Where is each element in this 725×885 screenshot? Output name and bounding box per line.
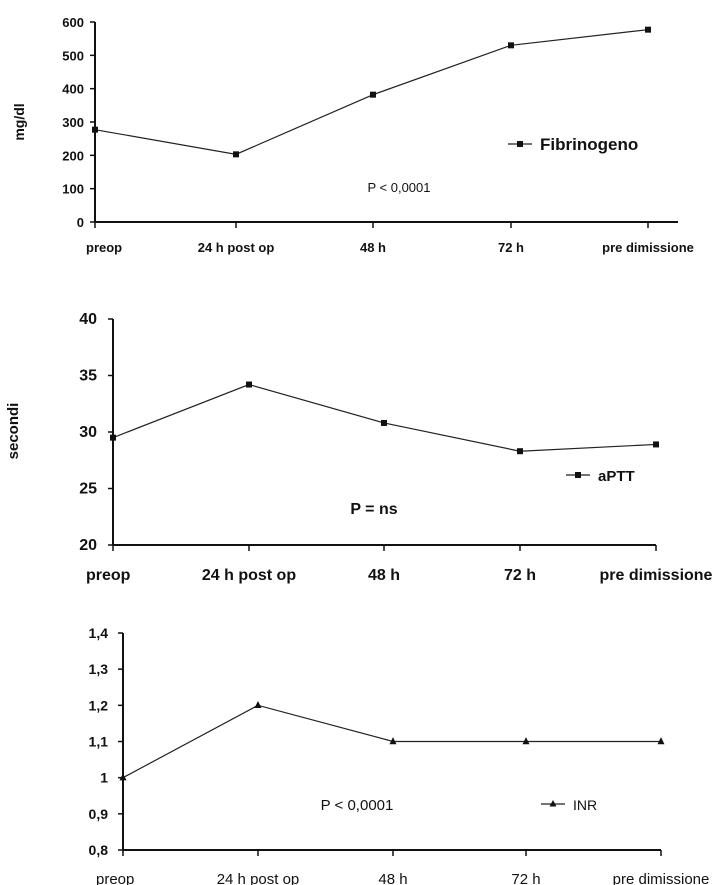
data-point bbox=[119, 773, 127, 781]
x-tick-label: 72 h bbox=[504, 567, 536, 584]
y-tick-label: 1,4 bbox=[89, 625, 109, 641]
data-point bbox=[254, 700, 262, 709]
y-tick-label: 0,8 bbox=[89, 842, 109, 858]
y-tick-label: 40 bbox=[79, 311, 97, 328]
y-tick-label: 100 bbox=[62, 182, 84, 197]
y-tick-label: 600 bbox=[62, 15, 84, 30]
p-value-annotation: P = ns bbox=[350, 501, 397, 518]
x-tick-label: 72 h bbox=[511, 871, 540, 885]
data-point bbox=[381, 419, 387, 426]
data-point bbox=[370, 91, 376, 98]
y-tick-label: 25 bbox=[79, 481, 97, 498]
chart-aptt: 20 25 30 35 40 preop 24 h post op 48 h 72 h pre d… bbox=[5, 311, 713, 584]
y-tick-label: 500 bbox=[62, 48, 84, 63]
legend-marker bbox=[549, 800, 557, 807]
data-point bbox=[246, 381, 252, 388]
data-point bbox=[653, 441, 659, 448]
y-tick-label: 300 bbox=[62, 115, 84, 130]
y-tick-label: 400 bbox=[62, 82, 84, 97]
legend-marker bbox=[517, 141, 523, 147]
chart-inr: 0,8 0,9 1 1,1 1,2 1,3 1,4 preop 24 h post op 48 h… bbox=[89, 625, 710, 885]
y-tick-label: 0 bbox=[77, 215, 84, 230]
series-line bbox=[112, 383, 657, 452]
x-tick-label: pre dimissione bbox=[602, 240, 694, 255]
data-point bbox=[92, 126, 98, 133]
chart-fibrinogeno: 0 100 200 300 400 500 600 preop 24 h post op 48 h… bbox=[11, 15, 694, 255]
y-tick-label: 1,1 bbox=[89, 734, 109, 750]
legend-marker bbox=[575, 472, 581, 478]
x-tick-label: 24 h post op bbox=[202, 567, 296, 584]
p-value-annotation: P < 0,0001 bbox=[367, 180, 430, 195]
data-point bbox=[389, 737, 397, 745]
x-tick-label: 72 h bbox=[498, 240, 524, 255]
legend-label: INR bbox=[573, 797, 597, 813]
data-point bbox=[508, 42, 514, 49]
data-point bbox=[522, 737, 530, 745]
y-tick-label: 1,2 bbox=[89, 697, 109, 713]
x-tick-label: 48 h bbox=[360, 240, 386, 255]
p-value-annotation: P < 0,0001 bbox=[321, 797, 394, 814]
x-tick-label: preop bbox=[86, 240, 122, 255]
y-tick-label: 30 bbox=[79, 424, 97, 441]
y-tick-label: 200 bbox=[62, 148, 84, 163]
y-tick-label: 1,3 bbox=[89, 661, 109, 677]
data-point bbox=[110, 434, 116, 441]
x-tick-label: pre dimissione bbox=[613, 871, 710, 885]
x-tick-label: 48 h bbox=[378, 871, 407, 885]
legend-label: Fibrinogeno bbox=[540, 135, 638, 154]
y-tick-label: 20 bbox=[79, 537, 97, 554]
y-tick-label: 35 bbox=[79, 368, 97, 385]
data-point bbox=[233, 151, 239, 158]
legend-label: aPTT bbox=[598, 468, 635, 485]
data-point bbox=[645, 26, 651, 33]
x-tick-label: preop bbox=[86, 567, 131, 584]
y-tick-label: 1 bbox=[100, 770, 108, 786]
x-tick-label: preop bbox=[96, 871, 134, 885]
y-axis-title: secondi bbox=[5, 403, 22, 460]
x-tick-label: 24 h post op bbox=[217, 871, 300, 885]
y-axis-title: mg/dl bbox=[11, 103, 27, 140]
x-tick-label: 24 h post op bbox=[198, 240, 275, 255]
data-point bbox=[517, 448, 523, 455]
x-tick-label: 48 h bbox=[368, 567, 400, 584]
data-point bbox=[657, 737, 665, 745]
x-tick-label: pre dimissione bbox=[600, 567, 713, 584]
y-tick-label: 0,9 bbox=[89, 806, 109, 822]
